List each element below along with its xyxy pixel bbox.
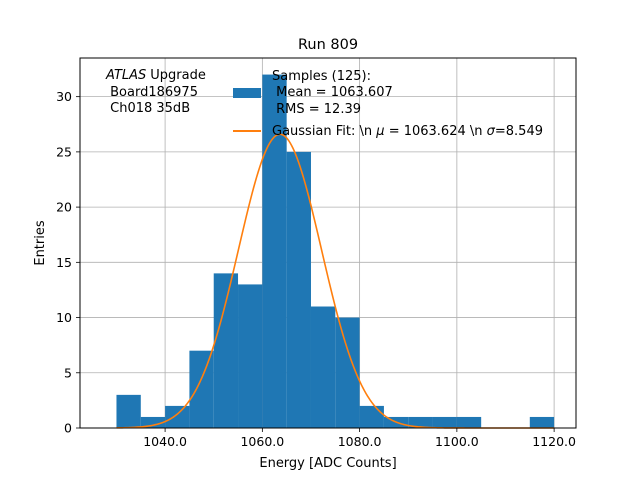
x-tick-label: 1080.0	[338, 434, 382, 449]
legend-fit-suffix: =8.549	[495, 124, 543, 139]
histogram-bar	[189, 350, 214, 428]
x-tick-label: 1120.0	[532, 434, 576, 449]
y-tick-label: 0	[64, 421, 72, 436]
x-tick-label: 1060.0	[240, 434, 284, 449]
y-tick-label: 15	[56, 255, 72, 270]
x-tick-label: 1100.0	[435, 434, 479, 449]
histogram-bar	[286, 151, 311, 428]
plot-frame	[79, 57, 577, 429]
y-tick-label: 5	[64, 365, 72, 380]
histogram-bar	[140, 416, 166, 428]
y-axis-ticks: 0 5 10 15 20 25 30	[56, 89, 80, 436]
legend: Samples (125): Mean = 1063.607 RMS = 12.…	[233, 69, 543, 139]
y-axis-label: Entries	[33, 220, 48, 266]
y-tick-label: 25	[56, 144, 72, 159]
legend-fit-mu: μ	[375, 124, 384, 139]
histogram-bar	[456, 416, 482, 428]
histogram-bar	[310, 306, 336, 428]
histogram-bar	[432, 416, 457, 428]
legend-swatch-samples	[233, 88, 261, 98]
histogram-bar	[359, 405, 384, 428]
atlas-annotation: ATLAS Upgrade Board186975 Ch018 35dB	[105, 68, 206, 116]
legend-samples-line-1: Samples (125):	[272, 69, 371, 84]
histogram-bar	[116, 394, 141, 428]
y-tick-label: 10	[56, 310, 72, 325]
histogram-bars	[116, 74, 555, 428]
x-axis-label: Energy [ADC Counts]	[259, 456, 396, 471]
atlas-italic-text: ATLAS	[105, 68, 146, 83]
atlas-annotation-line-1: ATLAS Upgrade	[105, 68, 206, 83]
legend-fit-prefix: Gaussian Fit: \n	[272, 124, 376, 139]
legend-fit-mid: = 1063.624 \n	[385, 124, 487, 139]
histogram-bar	[529, 416, 555, 428]
board-text: Board186975	[106, 85, 198, 100]
histogram-bar	[165, 405, 190, 428]
histogram-bar	[238, 284, 263, 428]
y-tick-label: 20	[56, 200, 72, 215]
legend-fit-label: Gaussian Fit: \n μ = 1063.624 \n σ=8.549	[272, 124, 543, 139]
histogram-bar	[213, 273, 239, 428]
y-tick-label: 30	[56, 89, 72, 104]
x-axis-ticks: 1040.0 1060.0 1080.0 1100.0 1120.0	[143, 428, 576, 449]
channel-text: Ch018 35dB	[106, 101, 190, 116]
histogram-bar	[262, 74, 287, 428]
legend-fit-sigma: σ	[487, 124, 496, 139]
histogram-bar	[408, 416, 433, 428]
chart-title: Run 809	[298, 37, 358, 53]
legend-samples-line-3: RMS = 12.39	[272, 102, 361, 117]
x-tick-label: 1040.0	[143, 434, 187, 449]
legend-samples-line-2: Mean = 1063.607	[272, 85, 393, 100]
upgrade-text: Upgrade	[150, 68, 206, 83]
